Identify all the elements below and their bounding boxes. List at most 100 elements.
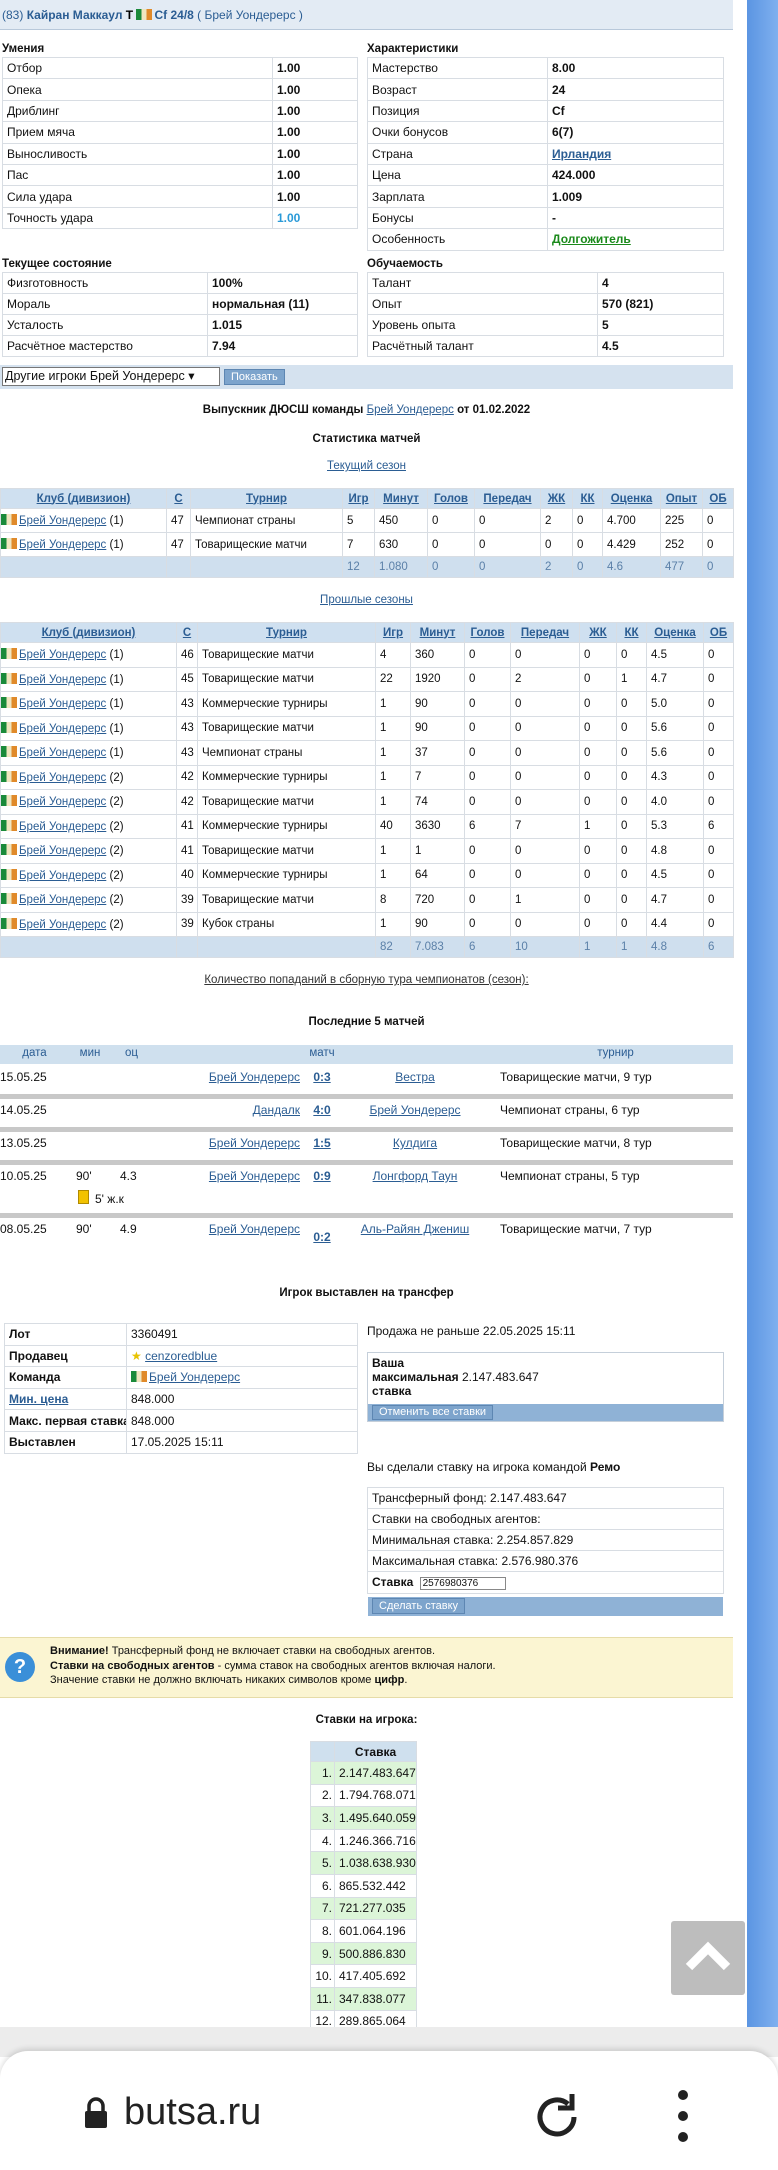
label[interactable]: Мин. цена (4, 1387, 127, 1411)
club-link[interactable]: Брей Уондерерс (19, 845, 107, 858)
season-label[interactable]: Текущий сезон (327, 460, 406, 472)
column-header[interactable]: Игр (342, 488, 375, 509)
club-link[interactable]: Брей Уондерерс (19, 722, 107, 735)
date: 13.05.25 (0, 1136, 47, 1150)
cell: 1 (375, 764, 411, 790)
cancel-button[interactable]: Отменить все ставки (372, 1405, 494, 1420)
value-text[interactable]: Ирландия (552, 146, 612, 161)
season-label[interactable]: Прошлые сезоны (320, 594, 413, 606)
column-header[interactable]: Передач (510, 622, 580, 643)
column-header[interactable]: ОБ (702, 488, 734, 509)
column-header[interactable]: Передач (474, 488, 541, 509)
home-team[interactable]: Брей Уондерерс (208, 1136, 300, 1150)
row: Ставка 2576980376 (367, 1571, 724, 1594)
submit-button[interactable]: Сделать ставку (372, 1598, 466, 1614)
scroll-top[interactable] (671, 1921, 745, 1995)
column-header[interactable]: Голов (464, 622, 511, 643)
column-header[interactable]: С (166, 488, 191, 509)
tournament: Чемпионат страны, 5 тур (500, 1169, 640, 1183)
tournament: Товарищеские матчи, 8 тур (500, 1136, 652, 1150)
score[interactable]: 0:2 (313, 1230, 331, 1244)
value-text[interactable]: Брей Уондерерс (149, 1370, 241, 1385)
column-header[interactable]: Клуб (дивизион) (0, 622, 177, 643)
home-team[interactable]: Дандалк (252, 1103, 300, 1117)
score[interactable]: 1:5 (313, 1136, 331, 1150)
club-link[interactable]: Брей Уондерерс (19, 894, 107, 907)
score[interactable]: 0:9 (313, 1169, 331, 1183)
cell: 1 (375, 862, 411, 888)
away-team[interactable]: Вестра (395, 1070, 435, 1084)
column-header[interactable]: ЖК (540, 488, 573, 509)
column-header[interactable]: Турнир (190, 488, 343, 509)
graduate-club[interactable]: Брей Уондерерс (366, 404, 454, 416)
column-header[interactable]: Игр (375, 622, 411, 643)
column-header[interactable]: КК (572, 488, 603, 509)
away-team[interactable]: Аль-Райян Джениш (360, 1222, 470, 1236)
score[interactable]: 0:3 (313, 1070, 331, 1084)
club-link[interactable]: Брей Уондерерс (19, 771, 107, 784)
rank: 9. (310, 1941, 335, 1966)
cell: 0 (474, 508, 541, 533)
column-header[interactable]: Оценка (646, 622, 704, 643)
row: 1. 2.147.483.647 (310, 1761, 417, 1785)
section-title: Текущее состояние (2, 258, 112, 270)
column-header[interactable]: С (176, 622, 198, 643)
cell: 0 (579, 642, 617, 668)
label: Особенность (367, 228, 548, 251)
empty-cell (197, 936, 376, 958)
stake-input[interactable]: 2576980376 (419, 1577, 506, 1590)
club-link[interactable]: Брей Уондерерс (19, 539, 107, 551)
column-header[interactable]: ЖК (579, 622, 617, 643)
value: - (547, 206, 724, 230)
home-team[interactable]: Брей Уондерерс (208, 1222, 300, 1236)
menu-icon[interactable] (676, 2088, 690, 2147)
away-team[interactable]: Лонгфорд Таун (372, 1169, 458, 1183)
value: Брей Уондерерс (126, 1366, 358, 1389)
club-link[interactable]: Брей Уондерерс (19, 649, 107, 662)
amount: 1.246.366.716 (334, 1828, 417, 1853)
club-link[interactable]: Брей Уондерерс (19, 918, 107, 931)
away-team[interactable]: Кулдига (392, 1136, 438, 1150)
away-team[interactable]: Брей Уондерерс (369, 1103, 461, 1117)
home-team[interactable]: Брей Уондерерс (208, 1169, 300, 1183)
column-header[interactable]: Голов (427, 488, 475, 509)
value-text[interactable]: Долгожитель (552, 232, 631, 247)
column-header[interactable]: Минут (374, 488, 428, 509)
column-header[interactable]: Опыт (660, 488, 703, 509)
reload-icon[interactable] (530, 2092, 586, 2145)
value-text[interactable]: cenzoredblue (145, 1348, 218, 1363)
club-link[interactable]: Брей Уондерерс (19, 796, 107, 809)
rank: 5. (310, 1851, 335, 1875)
club-link[interactable]: Брей Уондерерс (19, 869, 107, 882)
club-cell: Брей Уондерерс (1) (0, 532, 167, 557)
row: Точность удара 1.00 (2, 206, 358, 230)
column-header[interactable]: КК (616, 622, 647, 643)
flag (136, 9, 153, 20)
club-link[interactable]: Брей Уондерерс (19, 698, 107, 711)
column-header[interactable]: Минут (410, 622, 465, 643)
flag (1, 697, 17, 709)
row: Мин. цена 848.000 (4, 1387, 358, 1411)
column-header[interactable]: ОБ (703, 622, 734, 643)
row: Брей Уондерерс (2) 39 Кубок страны 1 90 0 0 0 0 4… (0, 911, 734, 937)
column-header[interactable]: Турнир (197, 622, 376, 643)
club-link[interactable]: Брей Уондерерс (19, 515, 107, 527)
cell: Коммерческие турниры (197, 764, 376, 790)
club-link[interactable]: Брей Уондерерс (19, 747, 107, 760)
home-team[interactable]: Брей Уондерерс (208, 1070, 300, 1084)
column-header[interactable]: Клуб (дивизион) (0, 488, 167, 509)
national-link[interactable]: Количество попаданий в сборную тура чемп… (204, 974, 529, 986)
club-link[interactable]: Брей Уондерерс (19, 673, 107, 686)
club-link[interactable]: Брей Уондерерс (19, 820, 107, 833)
show-button[interactable]: Показать (224, 369, 285, 385)
url[interactable]: butsa.ru (124, 2091, 262, 2133)
cell: 4.7 (646, 666, 704, 692)
player-select[interactable]: Другие игроки Брей Уондерерс ▾ (2, 367, 220, 386)
column-header[interactable]: Оценка (602, 488, 661, 509)
row: Страна Ирландия (367, 142, 724, 165)
rank: 4. (310, 1828, 335, 1853)
label: Физготовность (2, 272, 208, 294)
score[interactable]: 4:0 (313, 1103, 331, 1117)
match-row (0, 1165, 733, 1212)
fund-line: Максимальная ставка: 2.576.980.376 (367, 1550, 724, 1572)
